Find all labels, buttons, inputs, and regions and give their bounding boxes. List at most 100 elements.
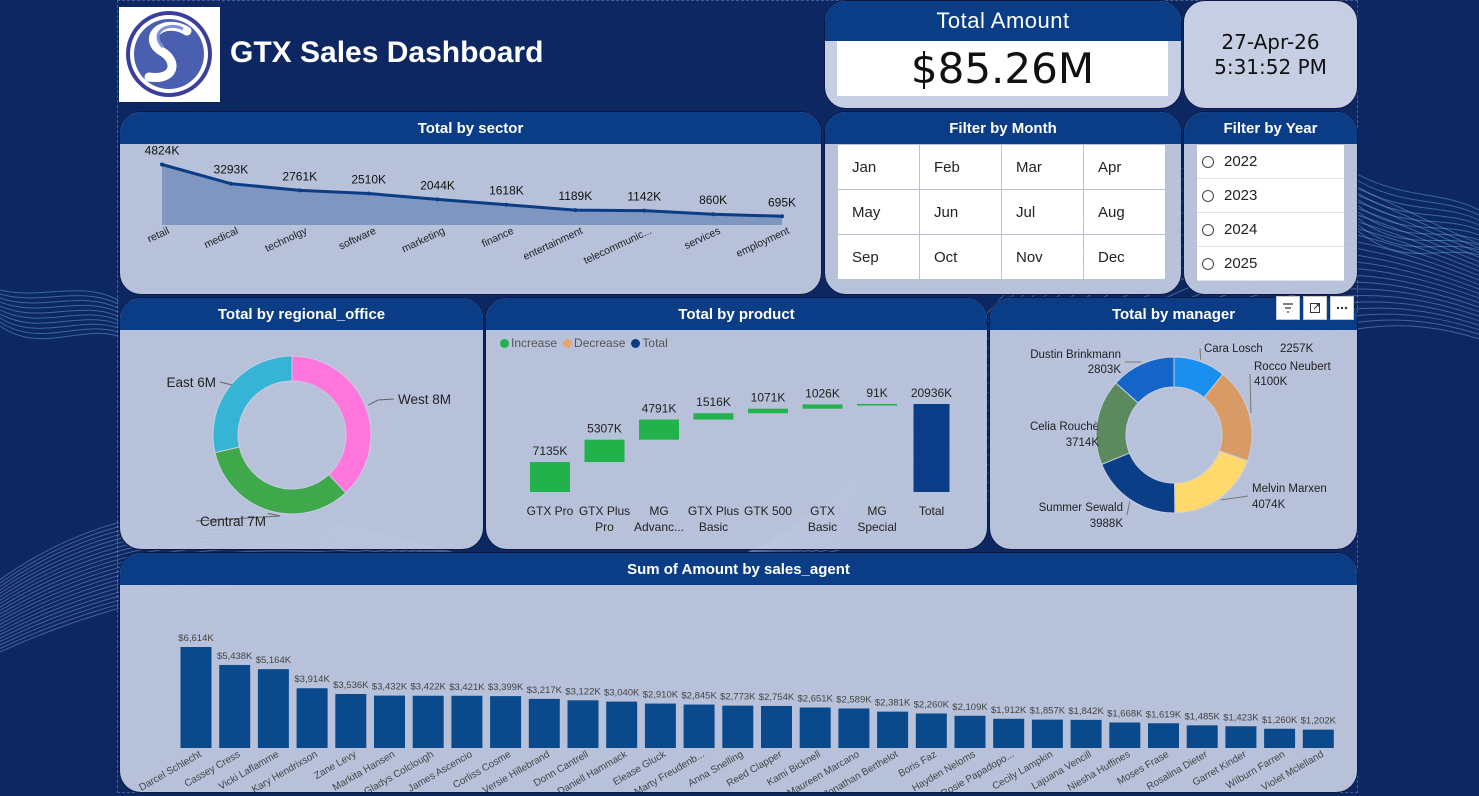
regional-slice[interactable] <box>212 355 293 454</box>
agent-bar[interactable] <box>1148 723 1179 748</box>
agent-bar[interactable] <box>1186 725 1218 748</box>
agent-bar[interactable] <box>954 715 986 748</box>
month-button-mar[interactable]: Mar <box>1002 145 1083 189</box>
agent-bar[interactable] <box>296 688 328 748</box>
focus-mode-icon[interactable] <box>1303 296 1327 320</box>
agent-bar[interactable] <box>490 696 522 748</box>
total-amount-value: $85.26M <box>837 41 1168 96</box>
month-button-dec[interactable]: Dec <box>1084 235 1165 279</box>
agent-data-label: $2,589K <box>836 694 872 705</box>
product-bar[interactable] <box>639 419 679 440</box>
sector-point[interactable] <box>435 197 440 202</box>
filter-icon[interactable] <box>1276 296 1300 320</box>
total-amount-card[interactable]: Total Amount $85.26M <box>824 0 1182 109</box>
regional-chart-card[interactable]: Total by regional_office West 8M Central … <box>119 297 484 550</box>
radio-button[interactable] <box>1202 189 1214 202</box>
product-bar[interactable] <box>530 462 570 492</box>
agent-bar[interactable] <box>219 664 251 748</box>
manager-slice[interactable] <box>1115 356 1175 404</box>
month-button-aug[interactable]: Aug <box>1084 190 1165 234</box>
regional-slice[interactable] <box>291 355 372 494</box>
product-bar[interactable] <box>802 404 843 409</box>
more-options-icon[interactable] <box>1330 296 1354 320</box>
product-bar[interactable] <box>857 403 897 406</box>
product-bar[interactable] <box>913 404 950 492</box>
manager-slice[interactable] <box>1174 450 1249 514</box>
year-option-2022[interactable]: 2022 <box>1197 145 1344 179</box>
agent-bar[interactable] <box>567 700 599 748</box>
regional-data-label: East 6M <box>166 375 216 390</box>
sector-point[interactable] <box>573 208 578 213</box>
agent-data-label: $1,260K <box>1262 715 1298 726</box>
year-option-2023[interactable]: 2023 <box>1197 179 1344 213</box>
sector-data-label: 3293K <box>214 163 249 177</box>
sector-chart-card[interactable]: Total by sector 4824K retail 3293K medical 2… <box>119 111 822 295</box>
agent-bar[interactable] <box>993 718 1025 748</box>
wave-line <box>1349 205 1479 241</box>
agent-bar[interactable] <box>877 711 909 748</box>
month-button-may[interactable]: May <box>838 190 919 234</box>
product-bar[interactable] <box>693 413 734 420</box>
manager-chart-card[interactable]: Total by manager Cara Losch 2257K Rocco Ne… <box>989 297 1358 550</box>
sector-point[interactable] <box>366 191 371 196</box>
month-button-nov[interactable]: Nov <box>1002 235 1083 279</box>
radio-button[interactable] <box>1202 257 1214 270</box>
agent-bar[interactable] <box>528 698 560 748</box>
month-button-jul[interactable]: Jul <box>1002 190 1083 234</box>
sector-point[interactable] <box>160 162 164 167</box>
year-option-2025[interactable]: 2025 <box>1197 247 1344 281</box>
agent-bar[interactable] <box>1302 729 1334 748</box>
sector-area-chart[interactable]: 4824K retail 3293K medical 2761K technolgy 251… <box>120 144 822 294</box>
year-option-2024[interactable]: 2024 <box>1197 213 1344 247</box>
agent-bar[interactable] <box>451 695 483 748</box>
agent-bar[interactable] <box>761 705 792 748</box>
agent-bar[interactable] <box>180 647 212 748</box>
month-button-sep[interactable]: Sep <box>838 235 919 279</box>
wave-line <box>1349 169 1479 211</box>
month-button-feb[interactable]: Feb <box>920 145 1001 189</box>
product-bar[interactable] <box>748 408 788 414</box>
manager-donut-chart[interactable]: Cara Losch 2257K Rocco Neubert 4100K Melvin … <box>990 330 1358 550</box>
regional-slice[interactable] <box>214 446 347 515</box>
agent-bar[interactable] <box>838 708 870 748</box>
product-bar[interactable] <box>584 439 625 463</box>
sector-point[interactable] <box>780 214 784 219</box>
agent-bar[interactable] <box>644 703 676 748</box>
month-button-oct[interactable]: Oct <box>920 235 1001 279</box>
agent-bar[interactable] <box>799 707 831 748</box>
product-waterfall-chart[interactable]: 7135K GTX Pro 5307K GTX Plus Pro 4791K MG Advan… <box>486 330 988 550</box>
sector-point[interactable] <box>504 202 509 207</box>
product-data-label: 1071K <box>751 391 786 405</box>
radio-button[interactable] <box>1202 223 1214 236</box>
agent-bar[interactable] <box>683 704 715 748</box>
sector-point[interactable] <box>711 212 716 217</box>
month-button-jan[interactable]: Jan <box>838 145 919 189</box>
sector-category-label: retail <box>146 225 172 245</box>
agent-bar[interactable] <box>374 695 405 748</box>
regional-donut-chart[interactable]: West 8M Central 7M East 6M <box>120 330 484 550</box>
agent-bar[interactable] <box>915 713 947 748</box>
sector-point[interactable] <box>228 181 233 186</box>
agent-bar[interactable] <box>257 669 289 748</box>
agent-bar[interactable] <box>1225 726 1257 748</box>
agent-bar[interactable] <box>722 705 754 748</box>
agent-bar[interactable] <box>1109 722 1141 748</box>
sector-point[interactable] <box>297 188 302 193</box>
agent-bar[interactable] <box>606 701 638 748</box>
wave-line <box>0 313 119 325</box>
agent-bar[interactable] <box>1070 719 1102 748</box>
radio-button[interactable] <box>1202 155 1214 168</box>
month-button-apr[interactable]: Apr <box>1084 145 1165 189</box>
agent-bar[interactable] <box>412 695 444 748</box>
sales-agent-chart-card[interactable]: Sum of Amount by sales_agent $6,614K Darc… <box>119 552 1358 793</box>
sector-point[interactable] <box>642 208 647 213</box>
product-chart-card[interactable]: Total by product Increase Decrease Total… <box>485 297 988 550</box>
regional-data-label: West 8M <box>398 392 451 407</box>
agent-bar[interactable] <box>1031 719 1063 748</box>
product-category-label: Total <box>919 504 944 518</box>
agent-bar[interactable] <box>1264 728 1296 748</box>
month-button-jun[interactable]: Jun <box>920 190 1001 234</box>
legend-total-label: Total <box>642 336 668 350</box>
agent-bar[interactable] <box>335 694 367 748</box>
